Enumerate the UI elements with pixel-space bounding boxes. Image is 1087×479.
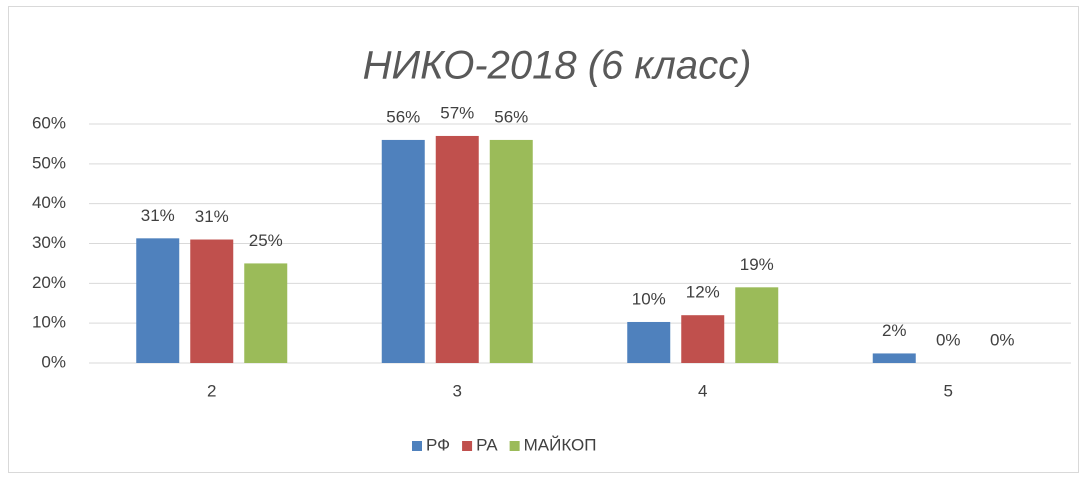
x-tick-label: 3 [453,381,462,400]
x-tick-label: 5 [944,381,953,400]
value-label: 25% [249,231,283,250]
y-tick-label: 50% [32,153,66,172]
x-tick-label: 2 [207,381,216,400]
bar [244,263,288,363]
value-label: 12% [686,283,720,302]
bar [681,315,725,363]
bar [872,353,916,363]
value-label: 0% [936,330,961,349]
x-tick-label: 4 [698,381,707,400]
bar [190,239,234,363]
value-label: 57% [440,103,474,122]
y-tick-label: 20% [32,273,66,292]
legend-label: РА [476,435,498,454]
y-tick-label: 60% [32,113,66,132]
legend-swatch [462,441,473,451]
legend-swatch [509,441,520,451]
value-label: 56% [494,107,528,126]
y-tick-label: 40% [32,193,66,212]
legend-label: РФ [426,435,450,454]
value-label: 10% [632,289,666,308]
bar [627,321,671,363]
value-label: 56% [386,107,420,126]
value-label: 0% [990,330,1015,349]
value-label: 2% [882,321,907,340]
y-tick-label: 0% [41,352,66,371]
legend-label: МАЙКОП [524,435,597,454]
bar [489,139,533,363]
chart-border [8,6,1079,473]
bar [435,135,479,363]
y-tick-label: 10% [32,313,66,332]
value-label: 31% [195,207,229,226]
bar [735,287,779,363]
value-label: 31% [141,206,175,225]
value-label: 19% [740,255,774,274]
legend-swatch [412,441,422,451]
bar [381,139,425,363]
bar [136,238,180,363]
chart-title: НИКО-2018 (6 класс) [363,44,752,88]
y-tick-label: 30% [32,233,66,252]
